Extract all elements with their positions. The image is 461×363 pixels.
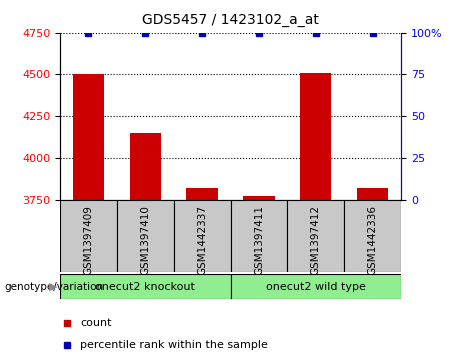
- Bar: [344, 200, 401, 272]
- Title: GDS5457 / 1423102_a_at: GDS5457 / 1423102_a_at: [142, 13, 319, 28]
- Text: onecut2 wild type: onecut2 wild type: [266, 282, 366, 292]
- Bar: [230, 200, 287, 272]
- Text: GSM1397410: GSM1397410: [140, 205, 150, 275]
- Bar: [174, 200, 230, 272]
- Text: GSM1397412: GSM1397412: [311, 205, 321, 276]
- Bar: [117, 200, 174, 272]
- Bar: [300, 73, 331, 200]
- Text: GSM1397409: GSM1397409: [83, 205, 94, 275]
- Bar: [60, 274, 230, 299]
- Bar: [230, 274, 401, 299]
- Bar: [287, 200, 344, 272]
- Text: GSM1442336: GSM1442336: [367, 205, 378, 276]
- Text: genotype/variation: genotype/variation: [5, 282, 104, 292]
- Text: percentile rank within the sample: percentile rank within the sample: [80, 340, 268, 350]
- Bar: [357, 188, 388, 200]
- Text: GSM1442337: GSM1442337: [197, 205, 207, 276]
- Bar: [60, 200, 117, 272]
- Text: ▶: ▶: [49, 282, 58, 292]
- Text: onecut2 knockout: onecut2 knockout: [95, 282, 195, 292]
- Bar: [73, 74, 104, 200]
- Bar: [186, 188, 218, 200]
- Text: GSM1397411: GSM1397411: [254, 205, 264, 276]
- Bar: [243, 196, 275, 200]
- Bar: [130, 133, 161, 200]
- Text: count: count: [80, 318, 112, 328]
